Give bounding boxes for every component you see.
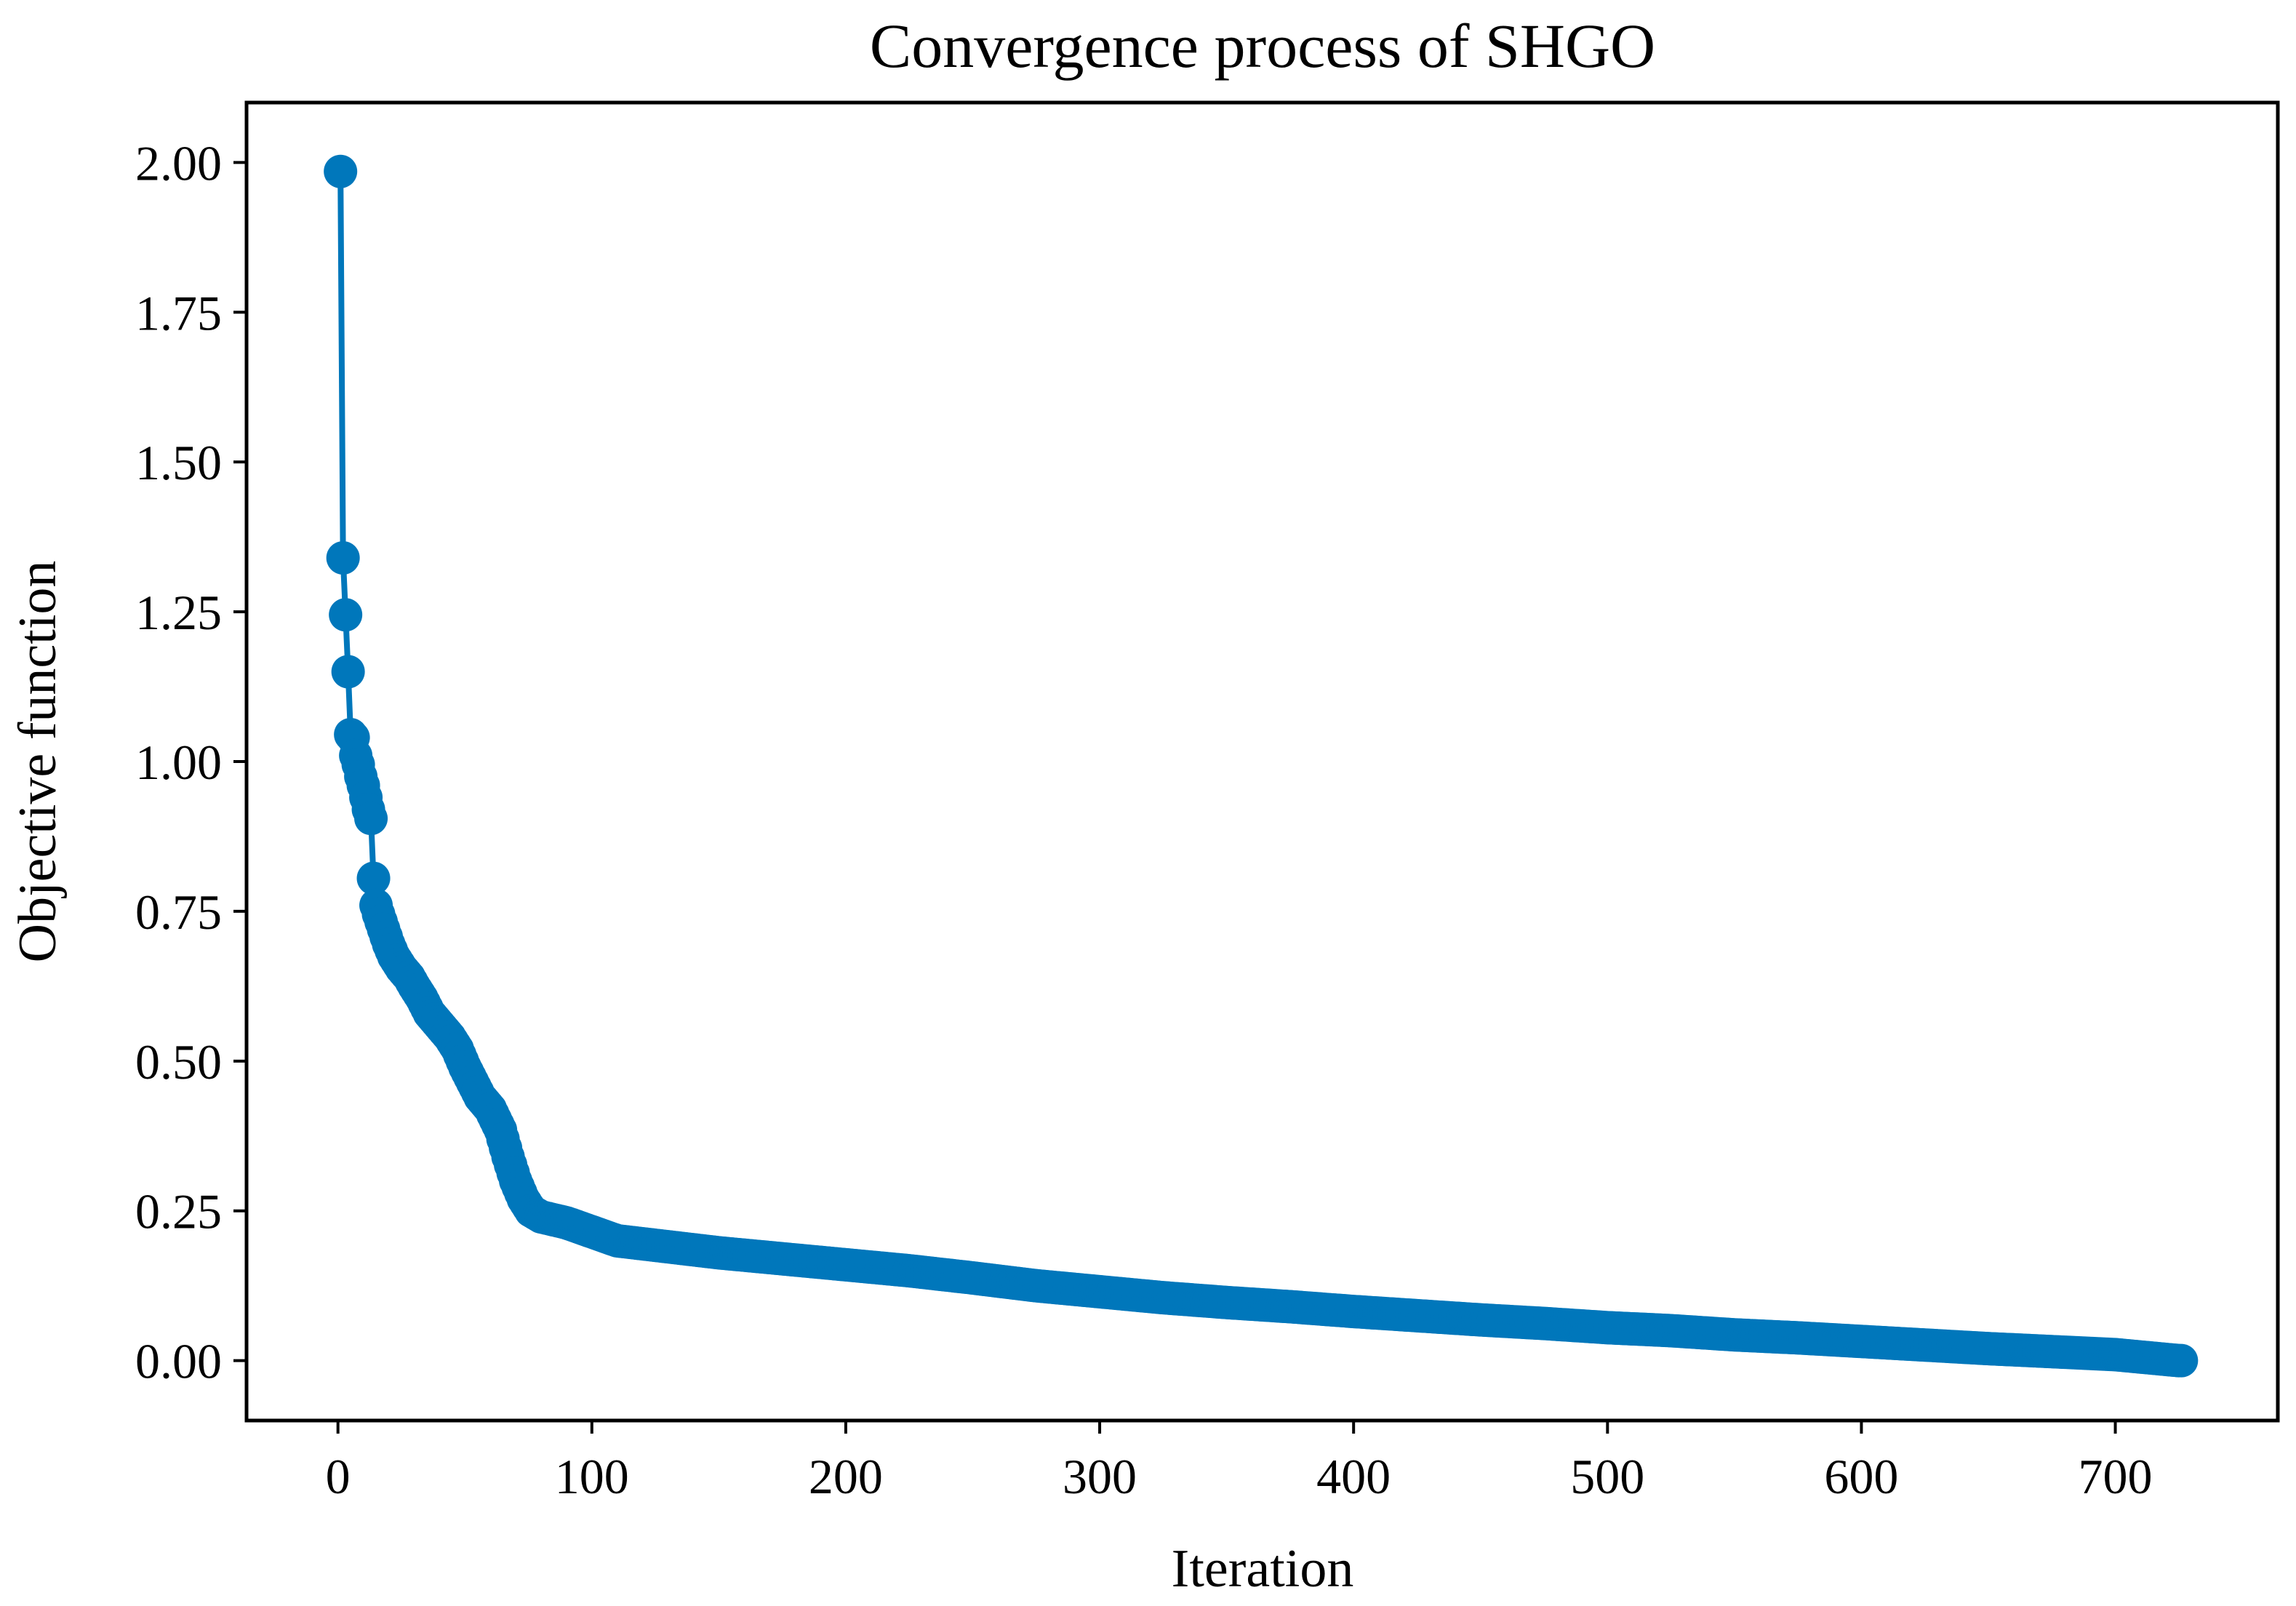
x-tick-label: 0 [326,1449,351,1504]
y-axis-label: Objective function [8,561,68,963]
data-point [324,154,358,188]
y-tick-label: 0.50 [135,1034,222,1090]
y-axis: 0.00 0.25 0.50 0.75 1.00 1.25 1.50 1.75 2.00 [135,135,247,1389]
y-tick-label: 0.75 [135,884,222,940]
data-point [326,540,360,575]
y-tick-label: 2.00 [135,135,222,191]
y-tick-label: 1.25 [135,585,222,640]
series-markers [324,154,2199,1378]
data-point [331,655,365,689]
chart-title: Convergence process of SHGO [870,11,1655,81]
x-tick-label: 400 [1316,1449,1391,1504]
x-tick-label: 300 [1063,1449,1137,1504]
x-axis-label: Iteration [1172,1539,1354,1599]
x-tick-label: 700 [2079,1449,2153,1504]
data-point [329,598,363,632]
data-point [354,802,388,836]
series-line [337,168,2185,1364]
y-tick-label: 0.00 [135,1334,222,1389]
series-layer [324,154,2199,1378]
x-axis: 0 100 200 300 400 500 600 700 [326,1421,2153,1504]
x-tick-label: 200 [809,1449,883,1504]
x-tick-label: 600 [1824,1449,1898,1504]
y-tick-label: 1.00 [135,735,222,790]
x-tick-label: 500 [1570,1449,1644,1504]
y-tick-label: 1.50 [135,435,222,490]
x-tick-label: 100 [555,1449,629,1504]
y-tick-label: 1.75 [135,285,222,340]
data-point [356,861,391,895]
y-tick-label: 0.25 [135,1184,222,1239]
data-point [2164,1343,2199,1378]
